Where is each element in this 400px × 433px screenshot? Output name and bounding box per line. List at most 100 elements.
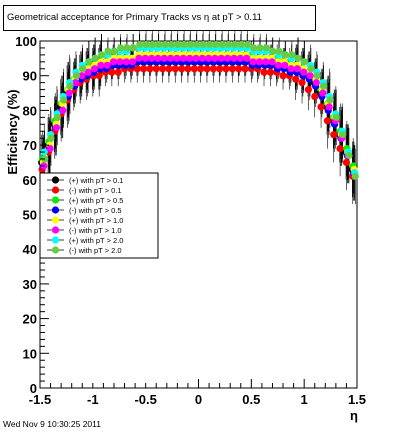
axes: 0 10 20 30 40 50 60 70 80 90 100 -1.5 -1 -0.5 0 0.5 1 1.5 — [15, 34, 366, 407]
data-point — [250, 44, 258, 52]
data-point — [342, 158, 351, 167]
data-point — [216, 65, 224, 73]
data-point — [66, 82, 74, 90]
y-tick-label: 90 — [23, 69, 37, 84]
data-point — [351, 172, 359, 180]
y-tick-label: 70 — [23, 138, 37, 153]
legend-entry: (-) with pT > 2.0 — [69, 246, 122, 255]
data-point — [193, 40, 201, 49]
data-point — [135, 54, 143, 62]
data-point — [281, 61, 289, 69]
data-points — [38, 40, 359, 180]
data-point — [320, 82, 328, 90]
data-point — [95, 72, 103, 80]
legend-marker — [51, 196, 60, 204]
data-point — [274, 61, 282, 69]
data-point — [205, 54, 213, 62]
data-point — [224, 54, 232, 62]
data-point — [345, 151, 353, 160]
x-tick-label: -1.5 — [29, 392, 51, 407]
data-point — [186, 40, 195, 49]
data-point — [268, 58, 276, 66]
data-point — [293, 65, 302, 73]
data-point — [230, 54, 238, 62]
y-tick-label: 20 — [23, 312, 37, 327]
x-axis-label: η — [350, 408, 358, 423]
legend-entry: (+) with pT > 2.0 — [69, 236, 123, 245]
data-point — [52, 124, 61, 132]
data-point — [249, 58, 257, 66]
data-point — [141, 54, 149, 62]
x-tick-label: 0 — [195, 392, 202, 407]
data-point — [179, 54, 187, 62]
data-point — [165, 65, 173, 73]
data-point — [205, 40, 214, 49]
data-point — [292, 75, 300, 83]
data-point — [304, 85, 312, 94]
data-point — [84, 68, 92, 76]
data-point — [79, 65, 87, 73]
data-point — [78, 72, 86, 80]
y-axis-label: Efficiency (%) — [5, 89, 20, 174]
data-point — [114, 68, 122, 76]
data-point — [281, 51, 290, 59]
data-point — [108, 68, 116, 76]
y-tick-label: 50 — [23, 208, 37, 223]
data-point — [269, 47, 277, 56]
data-point — [288, 51, 296, 59]
legend-entry: (+) with pT > 0.5 — [69, 196, 123, 205]
x-tick-label: -1 — [87, 392, 99, 407]
data-point — [103, 61, 111, 69]
data-point — [212, 40, 220, 49]
data-point — [255, 58, 263, 66]
data-point — [287, 65, 295, 73]
y-tick-label: 0 — [30, 381, 37, 396]
data-point — [294, 54, 302, 62]
data-point — [312, 79, 321, 87]
data-point — [60, 96, 68, 104]
data-point — [262, 44, 271, 52]
data-point — [235, 65, 243, 73]
data-point — [116, 58, 124, 66]
data-point — [237, 40, 245, 49]
x-tick-label: 0.5 — [242, 392, 260, 407]
data-point — [174, 40, 182, 49]
legend-entry: (-) with pT > 0.5 — [69, 206, 122, 215]
data-point — [139, 65, 148, 73]
chart-title: Geometrical acceptance for Primary Track… — [3, 5, 316, 31]
data-point — [217, 54, 225, 62]
data-point — [326, 96, 334, 104]
data-point — [332, 113, 340, 121]
data-point — [323, 117, 332, 125]
data-point — [129, 44, 138, 52]
data-point — [53, 113, 61, 121]
data-point — [313, 72, 321, 80]
data-point — [190, 65, 198, 73]
data-point — [300, 58, 309, 66]
legend-marker — [51, 216, 60, 224]
data-point — [260, 68, 268, 76]
data-point — [186, 54, 194, 62]
data-point — [330, 131, 338, 139]
y-tick-label: 30 — [23, 277, 37, 292]
data-point — [336, 144, 344, 153]
data-point — [152, 65, 160, 73]
data-point — [262, 58, 270, 66]
data-point — [319, 89, 327, 97]
data-point — [275, 47, 283, 56]
data-point — [243, 54, 251, 62]
data-point — [123, 44, 131, 52]
legend: (+) with pT > 0.1(-) with pT > 0.1(+) wi… — [39, 172, 159, 259]
data-point — [71, 79, 80, 87]
data-point — [109, 58, 118, 66]
data-point — [117, 44, 125, 52]
x-tick-label: 1 — [301, 392, 308, 407]
data-point — [122, 58, 130, 66]
data-point — [266, 68, 274, 76]
data-point — [158, 65, 167, 73]
data-point — [209, 65, 217, 73]
y-tick-label: 10 — [23, 346, 37, 361]
data-point — [236, 54, 244, 62]
data-point — [97, 61, 105, 69]
